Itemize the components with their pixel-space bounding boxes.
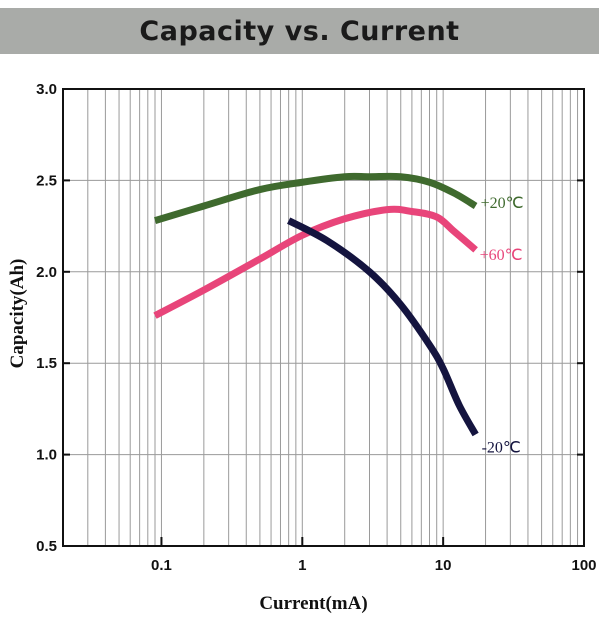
series-line: [153, 205, 478, 319]
series-labels: +20℃ +60℃ -20℃: [480, 195, 524, 457]
series-line: [154, 172, 478, 224]
y-axis-title: Capacity(Ah): [7, 259, 28, 369]
x-axis-title: Current(mA): [259, 593, 367, 614]
y-tick-label: 2.0: [36, 264, 57, 281]
x-tick-label: 0.1: [151, 557, 172, 574]
series-lines: [153, 172, 479, 437]
series-label: +20℃: [481, 195, 524, 212]
x-tick-label: 100: [571, 557, 596, 574]
x-tick-label: 1: [298, 557, 306, 574]
y-tick-label: 0.5: [36, 538, 57, 555]
page-title: Capacity vs. Current: [139, 15, 460, 47]
title-bar: Capacity vs. Current: [0, 8, 599, 54]
y-tick-label: 2.5: [36, 172, 57, 189]
plot-frame: [62, 88, 585, 547]
y-tick-label: 1.5: [36, 355, 57, 372]
y-tick-label: 3.0: [36, 81, 57, 98]
x-tick-label: 10: [435, 557, 452, 574]
series-line: [287, 217, 479, 437]
series-label: +60℃: [480, 247, 523, 264]
axis-ticks: 0.5 1.0 1.5 2.0 2.5 3.0 0.1 1 10 100: [36, 81, 596, 574]
series-label: -20℃: [482, 439, 521, 456]
grid: [63, 89, 584, 546]
y-tick-label: 1.0: [36, 447, 57, 464]
